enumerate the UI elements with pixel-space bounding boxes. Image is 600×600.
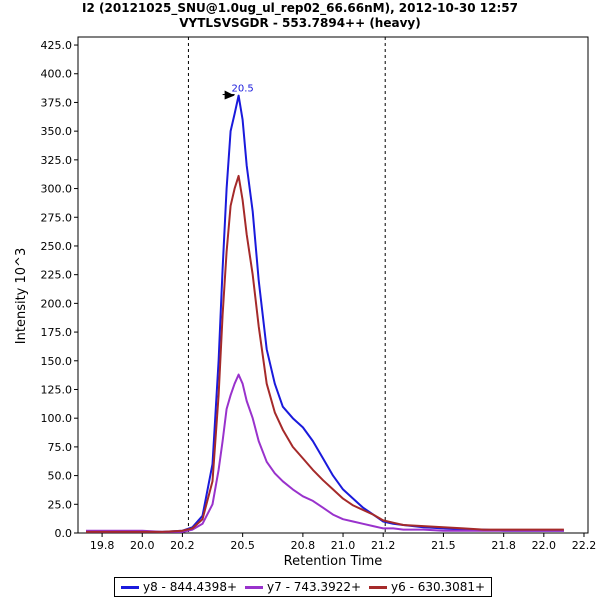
- legend-label: y6 - 630.3081+: [391, 580, 486, 594]
- y-tick-label: 250.0: [41, 240, 73, 253]
- y-tick-label: 275.0: [41, 211, 73, 224]
- x-tick-label: 21.2: [371, 539, 396, 552]
- x-tick-label: 22.0: [532, 539, 557, 552]
- x-axis-label: Retention Time: [284, 554, 383, 569]
- plot-area: 0.0 25.0 50.0 75.0 100.0 125.0 150.0 175.0 200.0…: [41, 36, 597, 552]
- y-axis-label: Intensity 10^3: [14, 248, 29, 344]
- y-tick-label: 25.0: [48, 498, 73, 511]
- y-tick-label: 225.0: [41, 269, 73, 282]
- y-tick-label: 50.0: [48, 470, 73, 483]
- legend-swatch: [245, 585, 264, 589]
- legend-swatch: [121, 585, 139, 589]
- y-tick-label: 425.0: [41, 39, 73, 52]
- x-tick-label: 21.0: [331, 539, 356, 552]
- x-tick-label: 22.2: [572, 539, 597, 552]
- y-tick-label: 150.0: [41, 355, 73, 368]
- x-tick-label: 21.8: [491, 539, 516, 552]
- x-tick-label: 19.8: [90, 539, 115, 552]
- legend-label: y7 - 743.3922+: [267, 580, 362, 594]
- legend-item: y7 - 743.3922+: [245, 580, 361, 594]
- x-tick-label: 20.0: [130, 539, 155, 552]
- series-line: [86, 94, 564, 533]
- chart-subtitle: VYTLSVSGDR - 553.7894++ (heavy): [179, 16, 421, 30]
- chart-legend: y8 - 844.4398+ y7 - 743.3922+ y6 - 630.308…: [114, 577, 493, 597]
- series-line: [86, 174, 564, 533]
- y-tick-label: 175.0: [41, 326, 73, 339]
- legend-label: y8 - 844.4398+: [143, 580, 238, 594]
- peak-label: 20.5: [231, 84, 253, 95]
- x-tick-label: 20.8: [291, 539, 316, 552]
- y-tick-label: 100.0: [41, 412, 73, 425]
- chart-title: I2 (20121025_SNU@1.0ug_ul_rep02_66.66nM)…: [82, 1, 518, 15]
- x-tick-label: 20.2: [170, 539, 195, 552]
- x-tick-label: 20.5: [230, 539, 255, 552]
- legend-item: y6 - 630.3081+: [369, 580, 485, 594]
- legend-item: y8 - 844.4398+: [121, 580, 237, 594]
- y-tick-label: 400.0: [41, 68, 73, 81]
- y-tick-label: 200.0: [41, 297, 73, 310]
- y-tick-label: 75.0: [48, 441, 73, 454]
- y-tick-label: 300.0: [41, 183, 73, 196]
- legend-swatch: [369, 585, 388, 589]
- x-tick-label: 21.5: [431, 539, 456, 552]
- y-tick-label: 125.0: [41, 383, 73, 396]
- y-tick-label: 325.0: [41, 154, 73, 167]
- y-tick-label: 0.0: [55, 527, 73, 540]
- y-tick-label: 350.0: [41, 125, 73, 138]
- y-tick-label: 375.0: [41, 96, 73, 109]
- plot-frame: [77, 36, 589, 534]
- series-line: [86, 373, 564, 533]
